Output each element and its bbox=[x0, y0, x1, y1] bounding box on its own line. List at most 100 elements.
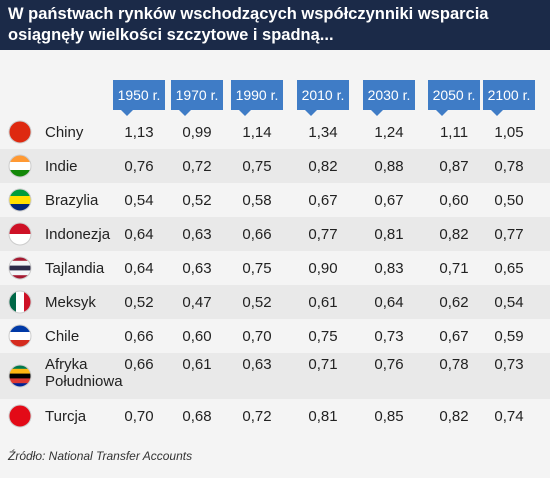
value-cell: 0,52 bbox=[124, 293, 154, 311]
value-cell: 0,74 bbox=[494, 407, 524, 425]
value-cell: 0,76 bbox=[374, 356, 404, 373]
value-cell: 0,60 bbox=[182, 327, 212, 345]
flag-icon bbox=[8, 364, 32, 388]
column-header: 1990 r. bbox=[231, 80, 283, 116]
country: Indie bbox=[45, 157, 78, 175]
value-cell: 0,66 bbox=[242, 225, 272, 243]
value-cell: 0,82 bbox=[439, 407, 469, 425]
table-row: Chile 0,66 0,60 0,70 0,75 0,73 0,67 0,59 bbox=[0, 319, 550, 353]
value-cell: 0,81 bbox=[308, 407, 338, 425]
country: Chile bbox=[45, 327, 80, 345]
value-cell: 0,72 bbox=[242, 407, 272, 425]
value-cell: 0,75 bbox=[242, 157, 272, 175]
column-header: 2050 r. bbox=[428, 80, 480, 116]
value-cell: 0,66 bbox=[124, 356, 154, 373]
table-row: Tajlandia 0,64 0,63 0,75 0,90 0,83 0,71 0,65 bbox=[0, 251, 550, 285]
table-row: Indonezja 0,64 0,63 0,66 0,77 0,81 0,82 0,77 bbox=[0, 217, 550, 251]
table-row: Meksyk 0,52 0,47 0,52 0,61 0,64 0,62 0,54 bbox=[0, 285, 550, 319]
country: Chiny bbox=[45, 123, 84, 141]
value-cell: 0,78 bbox=[494, 157, 524, 175]
flag bbox=[8, 120, 32, 149]
value-cell: 0,54 bbox=[494, 293, 524, 311]
value-cell: 0,50 bbox=[494, 191, 524, 209]
value-cell: 0,72 bbox=[182, 157, 212, 175]
value-cell: 0,83 bbox=[374, 259, 404, 277]
value-cell: 0,47 bbox=[182, 293, 212, 311]
value-cell: 0,67 bbox=[308, 191, 338, 209]
value-cell: 0,63 bbox=[182, 259, 212, 277]
column-header: 2010 r. bbox=[297, 80, 349, 116]
value-cell: 0,76 bbox=[124, 157, 154, 175]
country: Afryka Południowa bbox=[45, 356, 123, 390]
flag bbox=[8, 404, 32, 433]
flag bbox=[8, 364, 32, 393]
value-cell: 0,81 bbox=[374, 225, 404, 243]
table-row: Turcja 0,70 0,68 0,72 0,81 0,85 0,82 0,74 bbox=[0, 399, 550, 433]
country: Brazylia bbox=[45, 191, 99, 209]
table-row: Brazylia 0,54 0,52 0,58 0,67 0,67 0,60 0,50 bbox=[0, 183, 550, 217]
value-cell: 0,85 bbox=[374, 407, 404, 425]
value-cell: 0,99 bbox=[182, 123, 212, 141]
value-cell: 0,58 bbox=[242, 191, 272, 209]
value-cell: 0,62 bbox=[439, 293, 469, 311]
source: Źródło: National Transfer Accounts bbox=[8, 449, 193, 463]
table-row: Indie 0,76 0,72 0,75 0,82 0,88 0,87 0,78 bbox=[0, 149, 550, 183]
column-header: 1950 r. bbox=[113, 80, 165, 116]
value-cell: 1,13 bbox=[124, 123, 154, 141]
value-cell: 1,34 bbox=[308, 123, 338, 141]
value-cell: 0,78 bbox=[439, 356, 469, 373]
country: Tajlandia bbox=[45, 259, 105, 277]
value-cell: 1,24 bbox=[374, 123, 404, 141]
table-row: Chiny 1,13 0,99 1,14 1,34 1,24 1,11 1,05 bbox=[0, 115, 550, 149]
flag-icon bbox=[8, 120, 32, 144]
value-cell: 0,52 bbox=[242, 293, 272, 311]
value-cell: 0,73 bbox=[494, 356, 524, 373]
value-cell: 0,54 bbox=[124, 191, 154, 209]
flag bbox=[8, 154, 32, 183]
country: Turcja bbox=[45, 407, 87, 425]
value-cell: 0,63 bbox=[242, 356, 272, 373]
title-line: W państwach rynków wschodzących współczy… bbox=[8, 5, 489, 23]
table-row: Afryka Południowa 0,66 0,61 0,63 0,71 0,76 0,7… bbox=[0, 353, 550, 399]
value-cell: 0,66 bbox=[124, 327, 154, 345]
value-cell: 0,60 bbox=[439, 191, 469, 209]
flag bbox=[8, 290, 32, 319]
value-cell: 0,73 bbox=[374, 327, 404, 345]
value-cell: 0,64 bbox=[374, 293, 404, 311]
value-cell: 1,05 bbox=[494, 123, 524, 141]
value-cell: 0,59 bbox=[494, 327, 524, 345]
value-cell: 0,64 bbox=[124, 259, 154, 277]
value-cell: 0,68 bbox=[182, 407, 212, 425]
column-header: 2100 r. bbox=[483, 80, 535, 116]
country: Indonezja bbox=[45, 225, 111, 243]
value-cell: 0,70 bbox=[242, 327, 272, 345]
value-cell: 0,65 bbox=[494, 259, 524, 277]
flag bbox=[8, 324, 32, 353]
value-cell: 0,52 bbox=[182, 191, 212, 209]
header: W państwach rynków wschodzących współczy… bbox=[0, 0, 550, 50]
value-cell: 0,87 bbox=[439, 157, 469, 175]
value-cell: 0,64 bbox=[124, 225, 154, 243]
value-cell: 1,14 bbox=[242, 123, 272, 141]
value-cell: 1,11 bbox=[439, 123, 469, 141]
value-cell: 0,77 bbox=[494, 225, 524, 243]
flag bbox=[8, 222, 32, 251]
flag-icon bbox=[8, 324, 32, 348]
flag-icon bbox=[8, 154, 32, 178]
flag-icon bbox=[8, 222, 32, 246]
value-cell: 0,67 bbox=[374, 191, 404, 209]
value-cell: 0,82 bbox=[308, 157, 338, 175]
value-cell: 0,61 bbox=[182, 356, 212, 373]
value-cell: 0,77 bbox=[308, 225, 338, 243]
value-cell: 0,75 bbox=[308, 327, 338, 345]
value-cell: 0,71 bbox=[308, 356, 338, 373]
column-header: 2030 r. bbox=[363, 80, 415, 116]
value-cell: 0,82 bbox=[439, 225, 469, 243]
flag bbox=[8, 188, 32, 217]
flag-icon bbox=[8, 290, 32, 314]
value-cell: 0,61 bbox=[308, 293, 338, 311]
flag-icon bbox=[8, 188, 32, 212]
value-cell: 0,70 bbox=[124, 407, 154, 425]
country: Meksyk bbox=[45, 293, 96, 311]
